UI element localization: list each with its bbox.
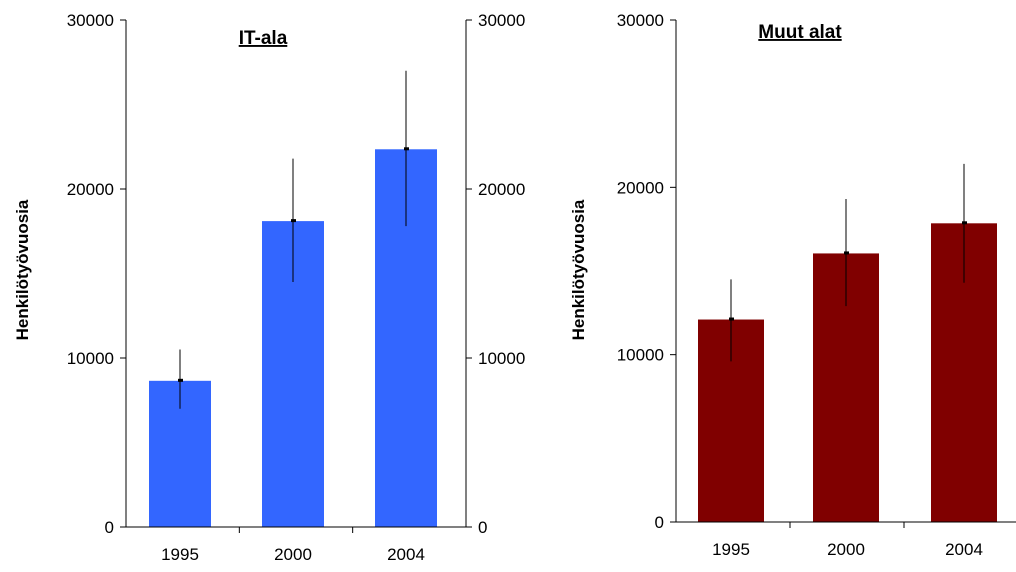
y-tick-label-chart2: 10000 — [617, 346, 664, 365]
value-marker-2000-chart1 — [291, 219, 296, 223]
value-marker-2000-chart2 — [844, 251, 849, 255]
value-marker-2004-chart1 — [404, 147, 409, 151]
x-tick-label-1995-chart2: 1995 — [712, 540, 750, 559]
y-tick-label-chart2: 30000 — [617, 11, 664, 30]
value-marker-1995-chart2 — [729, 317, 734, 321]
x-tick-label-2004-chart1: 2004 — [387, 545, 425, 564]
secondary-y-tick-label-chart1: 30000 — [478, 11, 525, 30]
y-axis-label-chart2: Henkilötyövuosia — [569, 199, 588, 340]
secondary-y-tick-label-chart1: 10000 — [478, 349, 525, 368]
secondary-y-tick-label-chart1: 20000 — [478, 180, 525, 199]
x-tick-label-1995-chart1: 1995 — [161, 545, 199, 564]
secondary-y-tick-label-chart1: 0 — [478, 518, 487, 537]
y-tick-label-chart1: 20000 — [67, 180, 114, 199]
y-tick-label-chart1: 10000 — [67, 349, 114, 368]
x-tick-label-2000-chart2: 2000 — [827, 540, 865, 559]
chart-title-chart2: Muut alat — [758, 22, 842, 43]
value-marker-2004-chart2 — [962, 221, 967, 225]
value-marker-1995-chart1 — [178, 378, 183, 382]
y-axis-label-chart1: Henkilötyövuosia — [13, 199, 32, 340]
y-tick-label-chart1: 0 — [105, 518, 114, 537]
y-tick-label-chart2: 0 — [655, 513, 664, 532]
y-tick-label-chart2: 20000 — [617, 178, 664, 197]
x-tick-label-2000-chart1: 2000 — [274, 545, 312, 564]
chart-title-chart1: IT-ala — [239, 28, 288, 49]
x-tick-label-2004-chart2: 2004 — [945, 540, 983, 559]
y-tick-label-chart1: 30000 — [67, 11, 114, 30]
